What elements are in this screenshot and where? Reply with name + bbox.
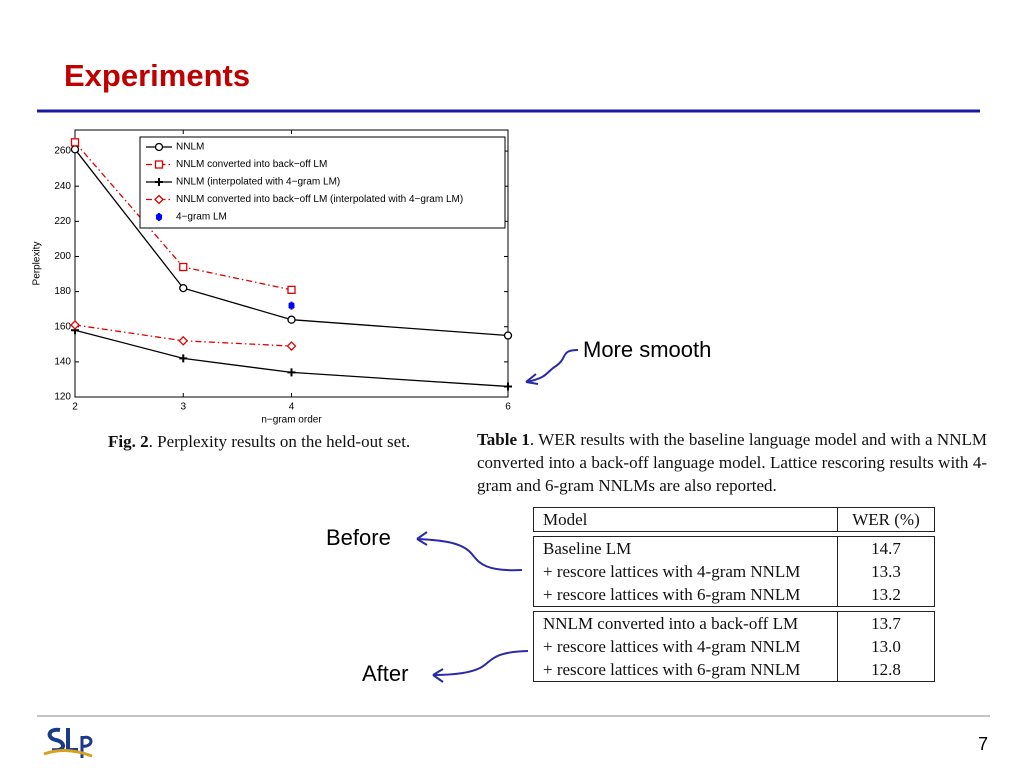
table-cell: NNLM converted into a back-off LM: [543, 614, 799, 633]
y-tick-label: 260: [54, 146, 71, 157]
annotation: More smooth: [583, 337, 712, 362]
y-tick-label: 200: [54, 251, 71, 262]
caption-label: Fig. 2: [108, 432, 149, 451]
legend-label: NNLM converted into back−off LM (interpo…: [176, 194, 463, 205]
y-axis-label: Perplexity: [32, 242, 43, 286]
table-cell: Baseline LM: [543, 539, 632, 558]
arrowhead: [432, 668, 444, 683]
page-number: 7: [978, 734, 989, 754]
marker: [504, 382, 512, 391]
arrowhead: [416, 531, 428, 546]
legend-marker: [155, 213, 163, 221]
table-cell: + rescore lattices with 6-gram NNLM: [543, 585, 801, 604]
marker: [70, 145, 80, 154]
legend-marker: [155, 178, 163, 186]
y-tick-label: 160: [54, 321, 71, 332]
arrow: [525, 349, 579, 383]
marker: [70, 138, 80, 147]
slide-title: Experiments: [64, 58, 251, 93]
legend-label: NNLM converted into back−off LM: [176, 159, 327, 170]
table-cell: WER (%): [837, 507, 935, 532]
annotation: Before: [326, 525, 391, 550]
marker: [287, 368, 296, 377]
y-tick-label: 220: [54, 216, 71, 227]
arrow: [416, 538, 523, 572]
marker: [179, 354, 188, 363]
marker: [286, 341, 297, 351]
marker: [503, 331, 513, 340]
legend-marker: [154, 142, 164, 152]
annotation: After: [362, 661, 409, 686]
table-row: + rescore lattices with 4-gram NNLM 13.3: [534, 560, 935, 583]
y-tick-label: 240: [54, 181, 71, 192]
arrowhead: [525, 373, 539, 385]
series-line: [74, 148, 509, 337]
legend: NNLM NNLM converted into back−off LM NNLM …: [139, 136, 506, 229]
caption-text: . Perplexity results on the held-out set…: [148, 432, 411, 451]
table-cell: + rescore lattices with 4-gram NNLM: [543, 562, 801, 581]
table-cell: 12.8: [837, 658, 935, 682]
table-cell: + rescore lattices with 4-gram NNLM: [543, 637, 801, 656]
table-group: NNLM converted into a back-off LM 13.7 + r…: [533, 611, 935, 682]
series-line: [74, 329, 509, 388]
legend-box: [139, 136, 506, 229]
table-row: NNLM converted into a back-off LM 13.7: [534, 611, 935, 635]
marker: [178, 335, 189, 346]
y-tick-label: 120: [54, 392, 71, 403]
figure-caption: Fig. 2. Perplexity results on the held-o…: [108, 432, 410, 452]
table-caption: Table 1. WER results with the baseline l…: [477, 428, 987, 497]
table-cell: Model: [543, 510, 588, 529]
legend-marker: [154, 194, 164, 205]
caption-label: Table 1: [477, 430, 530, 449]
chart: 120 140 160 180 200 220 240 260 2 3 4 6 n−gram order…: [30, 125, 515, 430]
table-cell: + rescore lattices with 6-gram NNLM: [543, 660, 801, 679]
y-tick-label: 180: [54, 286, 71, 297]
logo-s: [47, 727, 65, 753]
legend-label: NNLM: [176, 142, 204, 153]
table-row: + rescore lattices with 6-gram NNLM 12.8: [534, 658, 935, 682]
arrows: [416, 349, 579, 683]
legend-label: NNLM (interpolated with 4−gram LM): [176, 177, 340, 188]
legend-label: 4−gram LM: [176, 212, 227, 223]
x-tick-label: 4: [289, 402, 295, 413]
marker: [288, 301, 295, 310]
marker: [70, 320, 80, 330]
marker: [287, 285, 296, 294]
table-cell: 14.7: [837, 536, 935, 560]
marker: [179, 283, 188, 293]
x-tick-label: 2: [72, 402, 78, 413]
x-tick-label: 6: [505, 402, 511, 413]
table-cell: 13.3: [837, 560, 935, 583]
table-row: + rescore lattices with 4-gram NNLM 13.0: [534, 635, 935, 658]
table-group: Baseline LM 14.7 + rescore lattices with 4…: [533, 536, 935, 607]
table-cell: 13.2: [837, 583, 935, 607]
logo-l: [66, 728, 78, 752]
table-row: + rescore lattices with 6-gram NNLM 13.2: [534, 583, 935, 607]
logo-swoosh: [43, 748, 93, 758]
y-tick-label: 140: [54, 357, 71, 368]
table-cell: 13.0: [837, 635, 935, 658]
marker: [287, 315, 296, 324]
arrow: [432, 650, 529, 676]
marker: [179, 262, 188, 272]
table-cell: 13.7: [837, 611, 935, 635]
logo: [43, 727, 93, 758]
table-header: Model WER (%): [533, 507, 935, 532]
header-row: Model WER (%): [534, 507, 935, 532]
caption-text: . WER results with the baseline language…: [477, 430, 987, 495]
results-table: Model WER (%) Baseline LM 14.7 + rescore lat…: [533, 507, 935, 682]
x-tick-label: 3: [180, 402, 186, 413]
table-row: Baseline LM 14.7: [534, 536, 935, 560]
legend-marker: [154, 160, 164, 169]
x-axis-label: n−gram order: [261, 415, 322, 426]
